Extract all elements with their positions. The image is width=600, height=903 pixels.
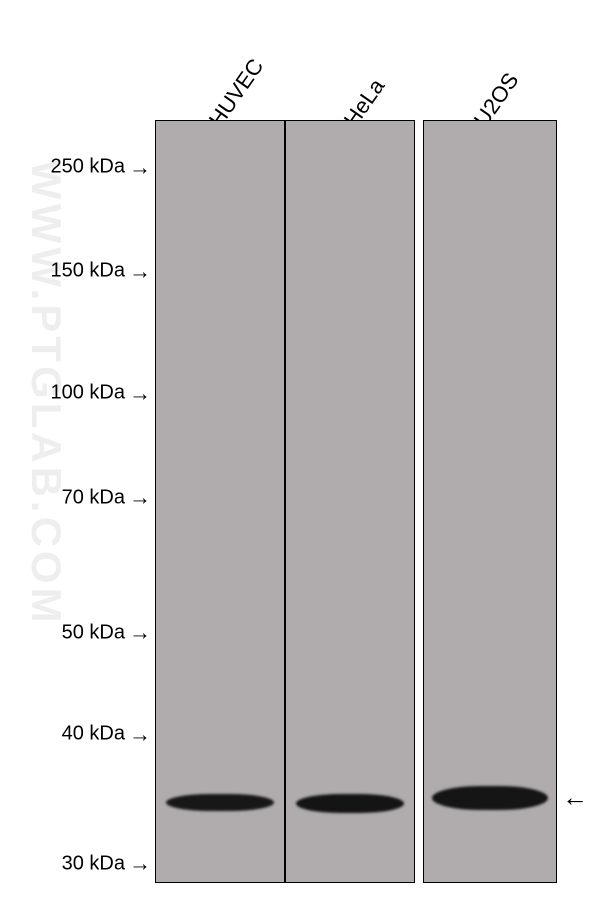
band-pointer-arrow: ← <box>562 784 588 810</box>
mw-marker-label: 250 kDa <box>0 156 129 179</box>
mw-marker: 100 kDa→ <box>0 382 151 405</box>
blot-canvas: WWW.PTGLAB.COM HUVECHeLaU2OS 250 kDa→150… <box>0 0 600 903</box>
arrow-right-icon: → <box>129 382 151 404</box>
mw-marker: 50 kDa→ <box>0 621 151 644</box>
mw-marker: 70 kDa→ <box>0 486 151 509</box>
lane-hela <box>285 120 415 883</box>
lanes-container <box>155 120 557 883</box>
protein-band <box>432 786 548 810</box>
arrow-right-icon: → <box>129 156 151 178</box>
mw-marker-label: 50 kDa <box>0 621 129 644</box>
mw-marker: 40 kDa→ <box>0 723 151 746</box>
mw-marker-label: 40 kDa <box>0 723 129 746</box>
mw-marker: 150 kDa→ <box>0 260 151 283</box>
protein-band <box>296 794 404 813</box>
mw-marker-label: 100 kDa <box>0 382 129 405</box>
lane-u2os <box>423 120 557 883</box>
mw-marker: 250 kDa→ <box>0 156 151 179</box>
arrow-right-icon: → <box>129 622 151 644</box>
arrow-right-icon: → <box>129 260 151 282</box>
arrow-right-icon: → <box>129 723 151 745</box>
mw-marker: 30 kDa→ <box>0 852 151 875</box>
lane-huvec <box>155 120 285 883</box>
protein-band <box>166 794 274 811</box>
arrow-right-icon: → <box>129 487 151 509</box>
mw-marker-label: 30 kDa <box>0 852 129 875</box>
mw-marker-label: 70 kDa <box>0 486 129 509</box>
arrow-right-icon: → <box>129 853 151 875</box>
mw-marker-label: 150 kDa <box>0 260 129 283</box>
